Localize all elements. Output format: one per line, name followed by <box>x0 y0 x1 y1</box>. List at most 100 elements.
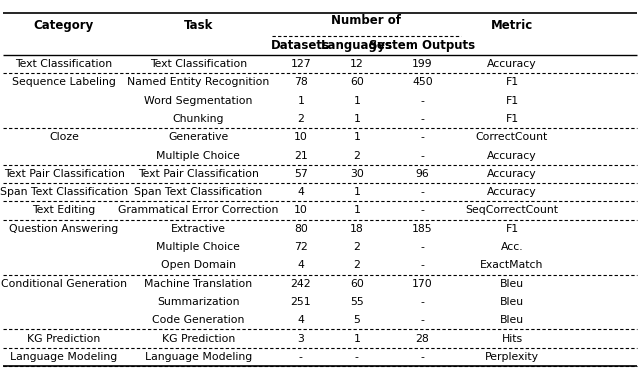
Text: Accuracy: Accuracy <box>487 59 537 69</box>
Text: 12: 12 <box>350 59 364 69</box>
Text: 80: 80 <box>294 224 308 234</box>
Text: F1: F1 <box>506 224 518 234</box>
Text: Extractive: Extractive <box>171 224 226 234</box>
Text: 1: 1 <box>353 114 360 124</box>
Text: Bleu: Bleu <box>500 315 524 325</box>
Text: 1: 1 <box>353 96 360 106</box>
Text: F1: F1 <box>506 96 518 106</box>
Text: 78: 78 <box>294 77 308 87</box>
Text: Generative: Generative <box>168 132 228 142</box>
Text: Language Modeling: Language Modeling <box>145 352 252 362</box>
Text: 10: 10 <box>294 206 308 216</box>
Text: Summarization: Summarization <box>157 297 239 307</box>
Text: Languages: Languages <box>321 39 393 52</box>
Text: 4: 4 <box>298 260 304 270</box>
Text: -: - <box>420 242 424 252</box>
Text: -: - <box>420 260 424 270</box>
Text: Word Segmentation: Word Segmentation <box>144 96 253 106</box>
Text: 10: 10 <box>294 132 308 142</box>
Text: 28: 28 <box>415 333 429 343</box>
Text: 450: 450 <box>412 77 433 87</box>
Text: Category: Category <box>34 18 94 32</box>
Text: 5: 5 <box>353 315 360 325</box>
Text: Bleu: Bleu <box>500 297 524 307</box>
Text: 1: 1 <box>298 96 304 106</box>
Text: Perplexity: Perplexity <box>485 352 539 362</box>
Text: KG Prediction: KG Prediction <box>162 333 235 343</box>
Text: -: - <box>420 114 424 124</box>
Text: Text Classification: Text Classification <box>15 59 113 69</box>
Text: -: - <box>420 297 424 307</box>
Text: 1: 1 <box>353 333 360 343</box>
Text: -: - <box>420 151 424 161</box>
Text: -: - <box>420 132 424 142</box>
Text: 57: 57 <box>294 169 308 179</box>
Text: 4: 4 <box>298 315 304 325</box>
Text: Metric: Metric <box>491 18 533 32</box>
Text: 30: 30 <box>350 169 364 179</box>
Text: Machine Translation: Machine Translation <box>145 279 252 289</box>
Text: Span Text Classification: Span Text Classification <box>0 187 128 197</box>
Text: 242: 242 <box>291 279 311 289</box>
Text: Named Entity Recognition: Named Entity Recognition <box>127 77 269 87</box>
Text: Hits: Hits <box>501 333 523 343</box>
Text: Open Domain: Open Domain <box>161 260 236 270</box>
Text: SeqCorrectCount: SeqCorrectCount <box>465 206 559 216</box>
Text: F1: F1 <box>506 77 518 87</box>
Text: -: - <box>420 352 424 362</box>
Text: Text Pair Classification: Text Pair Classification <box>4 169 124 179</box>
Text: Conditional Generation: Conditional Generation <box>1 279 127 289</box>
Text: Accuracy: Accuracy <box>487 187 537 197</box>
Text: 60: 60 <box>350 77 364 87</box>
Text: -: - <box>420 315 424 325</box>
Text: Text Pair Classification: Text Pair Classification <box>138 169 259 179</box>
Text: 170: 170 <box>412 279 433 289</box>
Text: 60: 60 <box>350 279 364 289</box>
Text: 2: 2 <box>353 151 360 161</box>
Text: 1: 1 <box>353 132 360 142</box>
Text: 72: 72 <box>294 242 308 252</box>
Text: Multiple Choice: Multiple Choice <box>156 242 241 252</box>
Text: Bleu: Bleu <box>500 279 524 289</box>
Text: 127: 127 <box>291 59 311 69</box>
Text: KG Prediction: KG Prediction <box>28 333 100 343</box>
Text: 251: 251 <box>291 297 311 307</box>
Text: Text Classification: Text Classification <box>150 59 247 69</box>
Text: -: - <box>420 96 424 106</box>
Text: 55: 55 <box>350 297 364 307</box>
Text: 1: 1 <box>353 187 360 197</box>
Text: Sequence Labeling: Sequence Labeling <box>12 77 116 87</box>
Text: 18: 18 <box>350 224 364 234</box>
Text: Number of: Number of <box>332 14 401 27</box>
Text: 199: 199 <box>412 59 433 69</box>
Text: Question Answering: Question Answering <box>10 224 118 234</box>
Text: 21: 21 <box>294 151 308 161</box>
Text: Accuracy: Accuracy <box>487 169 537 179</box>
Text: 4: 4 <box>298 187 304 197</box>
Text: Chunking: Chunking <box>173 114 224 124</box>
Text: 2: 2 <box>353 242 360 252</box>
Text: 2: 2 <box>353 260 360 270</box>
Text: CorrectCount: CorrectCount <box>476 132 548 142</box>
Text: 3: 3 <box>298 333 304 343</box>
Text: Code Generation: Code Generation <box>152 315 244 325</box>
Text: Grammatical Error Correction: Grammatical Error Correction <box>118 206 278 216</box>
Text: Accuracy: Accuracy <box>487 151 537 161</box>
Text: Cloze: Cloze <box>49 132 79 142</box>
Text: Acc.: Acc. <box>500 242 524 252</box>
Text: 96: 96 <box>415 169 429 179</box>
Text: 185: 185 <box>412 224 433 234</box>
Text: -: - <box>299 352 303 362</box>
Text: -: - <box>355 352 359 362</box>
Text: -: - <box>420 187 424 197</box>
Text: ExactMatch: ExactMatch <box>480 260 544 270</box>
Text: Language Modeling: Language Modeling <box>10 352 118 362</box>
Text: Task: Task <box>184 18 213 32</box>
Text: -: - <box>420 206 424 216</box>
Text: Text Editing: Text Editing <box>33 206 95 216</box>
Text: 1: 1 <box>353 206 360 216</box>
Text: Multiple Choice: Multiple Choice <box>156 151 241 161</box>
Text: 2: 2 <box>298 114 304 124</box>
Text: Span Text Classification: Span Text Classification <box>134 187 262 197</box>
Text: F1: F1 <box>506 114 518 124</box>
